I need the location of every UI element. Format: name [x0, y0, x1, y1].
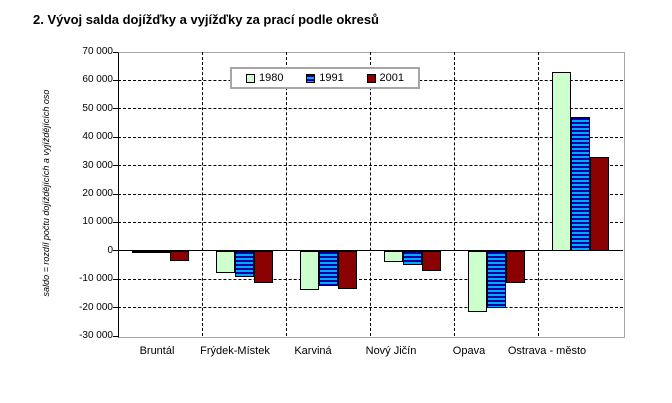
y-axis-tick	[113, 193, 118, 195]
y-axis-tick-label: 30 000	[82, 159, 113, 171]
legend-item-2001: 2001	[366, 72, 404, 84]
y-axis-tick-label: -20 000	[79, 301, 113, 313]
gridline-v	[285, 52, 287, 336]
bar-1991-0	[150, 250, 170, 253]
bar-1991-3	[403, 250, 423, 265]
y-axis-title: saldo = rozdíl počtu dojíždějících a vyj…	[41, 89, 51, 297]
bar-2001-3	[422, 250, 442, 271]
legend-label: 2001	[379, 72, 404, 84]
legend-swatch-1980	[246, 73, 255, 83]
y-axis-tick	[113, 335, 118, 337]
bar-2001-0	[169, 250, 189, 262]
y-axis-tick	[113, 307, 118, 309]
bar-2001-1	[253, 250, 273, 283]
x-axis-label: Nový Jičín	[365, 345, 417, 357]
bar-1991-4	[487, 250, 507, 309]
gridline-v	[370, 52, 371, 336]
gridline-v	[201, 52, 203, 336]
bar-2001-2	[337, 250, 357, 289]
y-axis-tick-label: 20 000	[82, 188, 113, 199]
legend-item-1980: 1980	[246, 72, 283, 84]
gridline-v	[538, 52, 540, 336]
bar-1991-1	[234, 250, 254, 277]
bar-1980-2	[299, 250, 319, 291]
x-axis-label: Bruntál	[139, 345, 175, 357]
y-axis-tick-label: -30 000	[79, 330, 113, 341]
bar-1980-4	[468, 250, 488, 312]
plot-area	[118, 52, 625, 338]
x-axis-label: Ostrava - město	[507, 345, 587, 357]
y-axis-tick-label: -10 000	[79, 273, 113, 285]
y-axis-tick	[113, 165, 118, 167]
x-axis-label: Karviná	[294, 345, 332, 357]
y-axis-tick-label: 60 000	[82, 74, 113, 86]
bar-1991-5	[571, 117, 591, 251]
bar-1980-5	[552, 71, 572, 251]
bar-1991-2	[318, 250, 338, 286]
bar-2001-5	[590, 157, 610, 251]
bar-1980-3	[384, 250, 404, 262]
legend-swatch-1991	[306, 73, 316, 83]
bar-1980-0	[131, 250, 151, 254]
legend-label: 1991	[319, 72, 344, 84]
x-axis-label: Opava	[452, 345, 486, 357]
x-axis-label: Frýdek-Místek	[200, 345, 270, 357]
x-axis-zero-line	[118, 250, 623, 252]
bar-1980-1	[215, 250, 235, 274]
y-axis-tick-label: 40 000	[82, 131, 113, 143]
y-axis-tick-label: 0	[107, 244, 113, 256]
chart-title: 2. Vývoj salda dojížďky a vyjížďky za pr…	[33, 12, 379, 27]
legend-label: 1980	[259, 72, 284, 84]
legend-swatch-2001	[366, 73, 376, 83]
y-axis-tick	[113, 108, 118, 110]
y-axis-tick-label: 10 000	[82, 216, 113, 228]
legend-item-1991: 1991	[306, 72, 344, 84]
y-axis-tick	[113, 250, 118, 252]
y-axis-tick	[113, 136, 118, 138]
legend: 1980 1991 2001	[230, 67, 420, 89]
bar-2001-4	[506, 250, 526, 284]
y-axis-tick	[113, 51, 118, 53]
gridline-v	[454, 52, 456, 336]
y-axis-tick-label: 70 000	[82, 46, 113, 57]
y-axis-tick	[113, 79, 118, 81]
y-axis-tick	[113, 278, 118, 280]
y-axis-tick	[113, 221, 118, 223]
y-axis-tick-label: 50 000	[82, 102, 113, 114]
